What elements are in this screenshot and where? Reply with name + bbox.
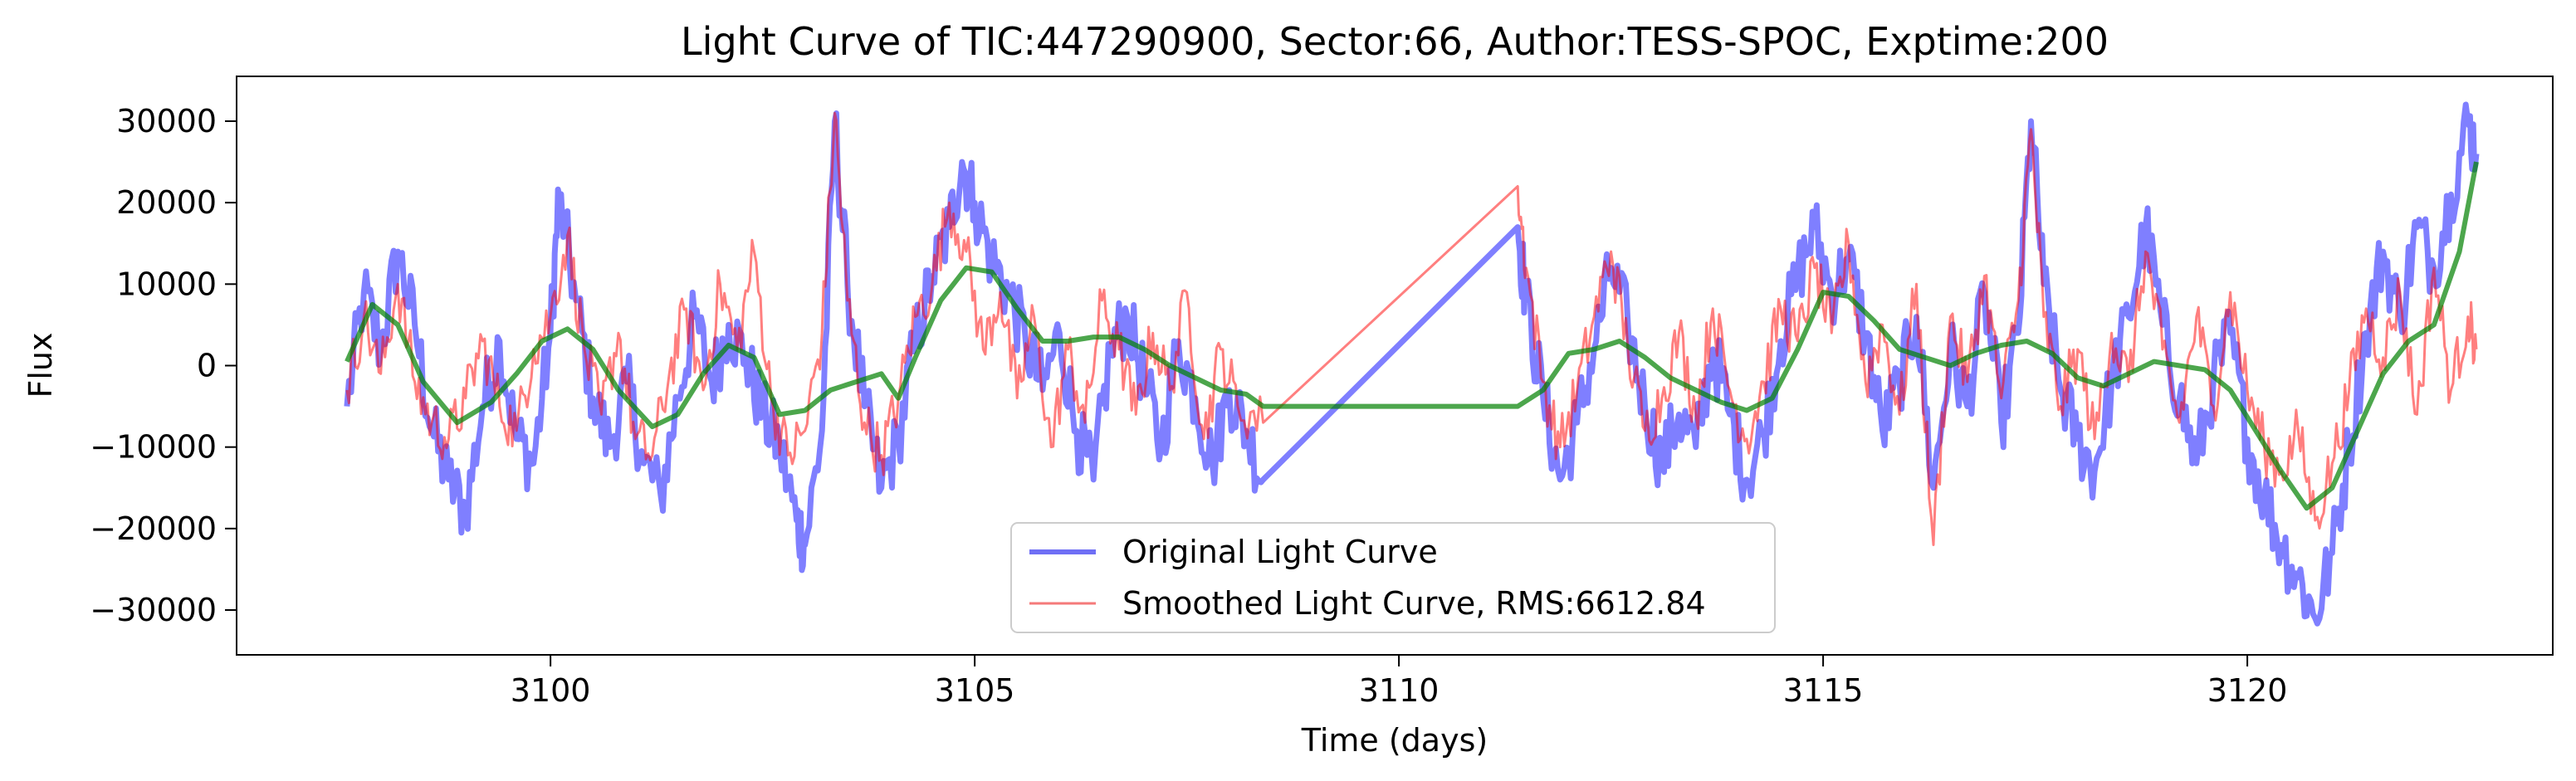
legend-label-smoothed: Smoothed Light Curve, RMS:6612.84 — [1122, 585, 1706, 622]
x-axis-title: Time (days) — [1301, 722, 1488, 759]
plot-area — [344, 101, 2480, 627]
y-tick-label: −20000 — [90, 510, 217, 547]
y-tick-label: 10000 — [116, 266, 217, 302]
y-axis-ticks: −30000 −20000 −10000 0 10000 20000 30000 — [90, 103, 237, 628]
legend-label-original: Original Light Curve — [1122, 534, 1438, 570]
x-tick-label: 3105 — [935, 672, 1015, 709]
y-axis-title: Flux — [22, 333, 59, 398]
series-line-smoothed — [345, 111, 2478, 546]
legend: Original Light Curve Smoothed Light Curv… — [1010, 522, 1776, 633]
series-line-trend — [345, 161, 2479, 511]
legend-box — [1010, 522, 1776, 633]
x-tick-label: 3110 — [1359, 672, 1440, 709]
y-tick-label: −10000 — [90, 429, 217, 466]
x-tick-label: 3100 — [511, 672, 591, 709]
x-axis-ticks: 3100 3105 3110 3115 3120 — [511, 655, 2288, 709]
x-tick-label: 3120 — [2207, 672, 2288, 709]
chart-title: Light Curve of TIC:447290900, Sector:66,… — [681, 19, 2109, 64]
y-tick-label: 30000 — [116, 103, 217, 139]
y-tick-label: −30000 — [90, 592, 217, 628]
y-tick-label: 20000 — [116, 184, 217, 221]
x-tick-label: 3115 — [1783, 672, 1864, 709]
y-tick-label: 0 — [197, 348, 217, 384]
